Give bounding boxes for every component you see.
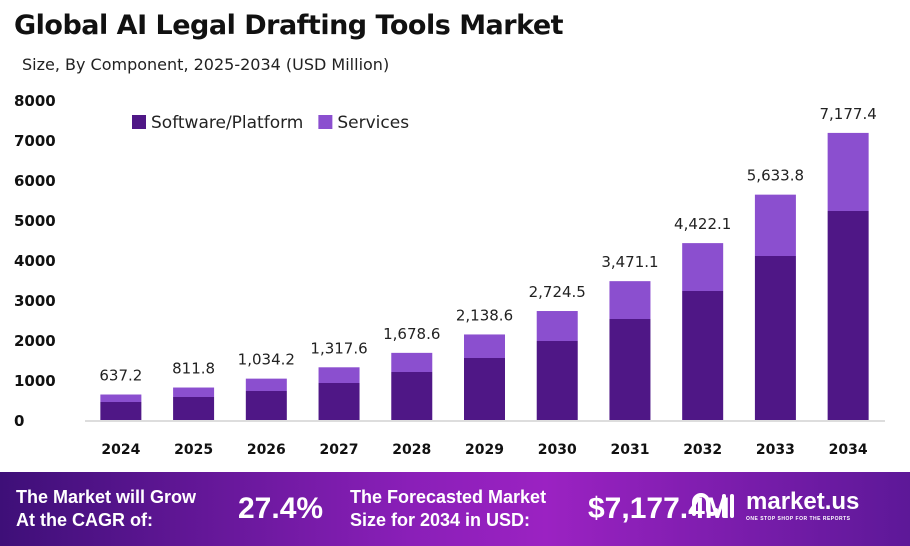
total-label: 1,034.2 — [238, 351, 295, 369]
x-tick-label: 2031 — [610, 442, 649, 458]
legend-swatch-software — [132, 115, 146, 129]
cagr-label: The Market will Grow At the CAGR of: — [16, 486, 196, 532]
forecast-label: The Forecasted Market Size for 2034 in U… — [350, 486, 546, 532]
bar-software-2027 — [318, 383, 360, 420]
logo-icon — [692, 493, 734, 518]
y-tick-label: 8000 — [14, 92, 56, 110]
bar-services-2026 — [245, 378, 287, 391]
bar-services-2032 — [682, 243, 724, 291]
x-tick-label: 2024 — [101, 442, 140, 458]
bar-software-2024 — [100, 402, 142, 420]
y-tick-label: 1000 — [14, 372, 56, 390]
x-tick-label: 2026 — [247, 442, 286, 458]
bar-services-2027 — [318, 367, 360, 383]
y-tick-label: 0 — [14, 412, 24, 430]
total-label: 5,633.8 — [747, 167, 804, 185]
x-tick-label: 2030 — [538, 442, 577, 458]
bar-software-2030 — [536, 341, 578, 420]
y-tick-label: 6000 — [14, 172, 56, 190]
x-tick-label: 2032 — [683, 442, 722, 458]
total-label: 3,471.1 — [601, 253, 658, 271]
legend-label-software: Software/Platform — [151, 113, 303, 133]
total-label: 1,317.6 — [310, 339, 367, 357]
total-label: 7,177.4 — [820, 105, 877, 123]
bar-software-2025 — [173, 397, 215, 420]
x-tick-label: 2033 — [756, 442, 795, 458]
bar-software-2026 — [245, 391, 287, 420]
forecast-label-line2: Size for 2034 in USD: — [350, 510, 531, 530]
total-label: 637.2 — [99, 367, 142, 385]
x-tick-label: 2028 — [392, 442, 431, 458]
bar-software-2034 — [827, 211, 869, 420]
x-tick-label: 2025 — [174, 442, 213, 458]
bar-software-2029 — [464, 358, 505, 420]
bar-services-2034 — [827, 132, 869, 211]
bar-software-2032 — [682, 291, 724, 420]
y-tick-label: 7000 — [14, 132, 56, 150]
cagr-label-line2: At the CAGR of: — [16, 510, 153, 530]
x-tick-label: 2034 — [829, 442, 868, 458]
bar-services-2033 — [754, 194, 796, 256]
total-label: 4,422.1 — [674, 215, 731, 233]
legend-swatch-services — [318, 115, 333, 129]
logo-text: market.us — [746, 488, 860, 515]
y-tick-label: 4000 — [14, 252, 56, 270]
bar-chart: 0 1000 2000 3000 4000 5000 6000 7000 8000 637.2 20… — [14, 92, 885, 458]
bar-services-2030 — [536, 311, 578, 341]
forecast-label-line1: The Forecasted Market — [350, 487, 547, 507]
bar-services-2028 — [391, 352, 433, 372]
cagr-label-line1: The Market will Grow — [16, 487, 197, 507]
bar-services-2029 — [464, 334, 505, 358]
total-label: 2,138.6 — [456, 306, 513, 324]
y-tick-label: 3000 — [14, 292, 56, 310]
bar-software-2028 — [391, 372, 433, 420]
chart-title: Global AI Legal Drafting Tools Market — [14, 10, 564, 41]
total-label: 1,678.6 — [383, 325, 440, 343]
bar-software-2031 — [609, 319, 651, 420]
bar-services-2031 — [609, 281, 651, 319]
x-tick-label: 2027 — [320, 442, 359, 458]
x-tick-label: 2029 — [465, 442, 504, 458]
summary-banner: The Market will Grow At the CAGR of: 27.… — [0, 472, 910, 546]
cagr-value: 27.4% — [238, 492, 324, 525]
bar-services-2024 — [100, 394, 142, 402]
legend-label-services: Services — [337, 113, 409, 133]
logo-tagline: ONE STOP SHOP FOR THE REPORTS — [746, 516, 851, 522]
total-label: 811.8 — [172, 360, 215, 378]
chart-subtitle: Size, By Component, 2025-2034 (USD Milli… — [22, 55, 390, 74]
bar-services-2025 — [173, 387, 215, 397]
y-tick-label: 5000 — [14, 212, 56, 230]
market-us-logo: market.us ONE STOP SHOP FOR THE REPORTS — [690, 488, 859, 522]
y-tick-label: 2000 — [14, 332, 56, 350]
total-label: 2,724.5 — [529, 283, 586, 301]
bar-software-2033 — [754, 256, 796, 420]
